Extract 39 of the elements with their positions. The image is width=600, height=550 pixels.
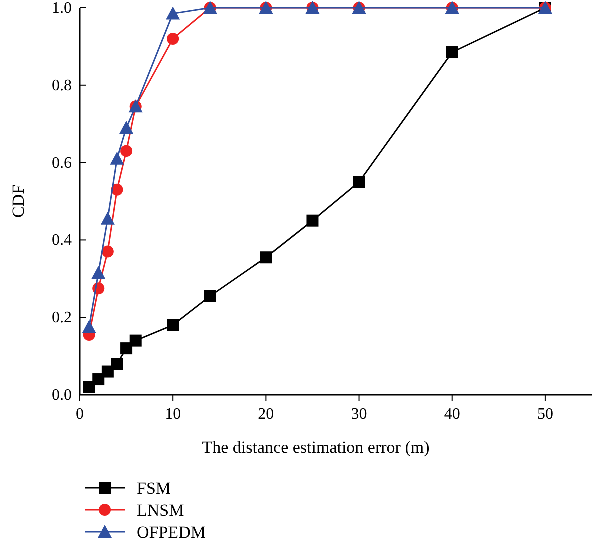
point — [111, 358, 124, 370]
point — [100, 212, 115, 225]
x-tick-label: 50 — [537, 406, 554, 423]
x-tick-label: 20 — [258, 406, 274, 423]
x-axis-title: The distance estimation error (m) — [202, 438, 430, 457]
point — [260, 252, 272, 264]
y-tick-label: 0.4 — [52, 232, 72, 250]
x-tick-label: 10 — [165, 406, 182, 423]
y-tick-label: 0.8 — [52, 77, 72, 94]
y-tick-label: 0.0 — [52, 387, 72, 404]
point — [92, 266, 106, 280]
point — [446, 46, 458, 59]
legend-label: OFPEDM — [137, 523, 206, 542]
x-tick-label: 0 — [76, 406, 84, 423]
point — [120, 342, 133, 355]
point — [102, 246, 114, 258]
x-tick-label: 30 — [351, 406, 368, 423]
point — [83, 381, 96, 394]
y-axis-title: CDF — [9, 184, 28, 218]
x-tick-label: 40 — [444, 406, 460, 423]
point — [92, 374, 105, 386]
legend-label: FSM — [137, 479, 172, 498]
point — [166, 6, 180, 20]
point — [204, 290, 216, 302]
point — [120, 145, 133, 158]
y-tick-label: 0.6 — [52, 154, 72, 172]
legend-label: LNSM — [137, 501, 184, 520]
point — [167, 319, 180, 332]
point — [82, 320, 96, 334]
point — [111, 184, 124, 196]
y-tick-label: 1.0 — [52, 0, 72, 17]
point — [110, 152, 124, 165]
point — [130, 334, 142, 347]
point — [353, 176, 366, 188]
point — [102, 366, 114, 378]
point — [120, 120, 134, 134]
point — [306, 214, 319, 227]
point — [167, 32, 180, 45]
y-tick-label: 0.2 — [52, 310, 72, 327]
